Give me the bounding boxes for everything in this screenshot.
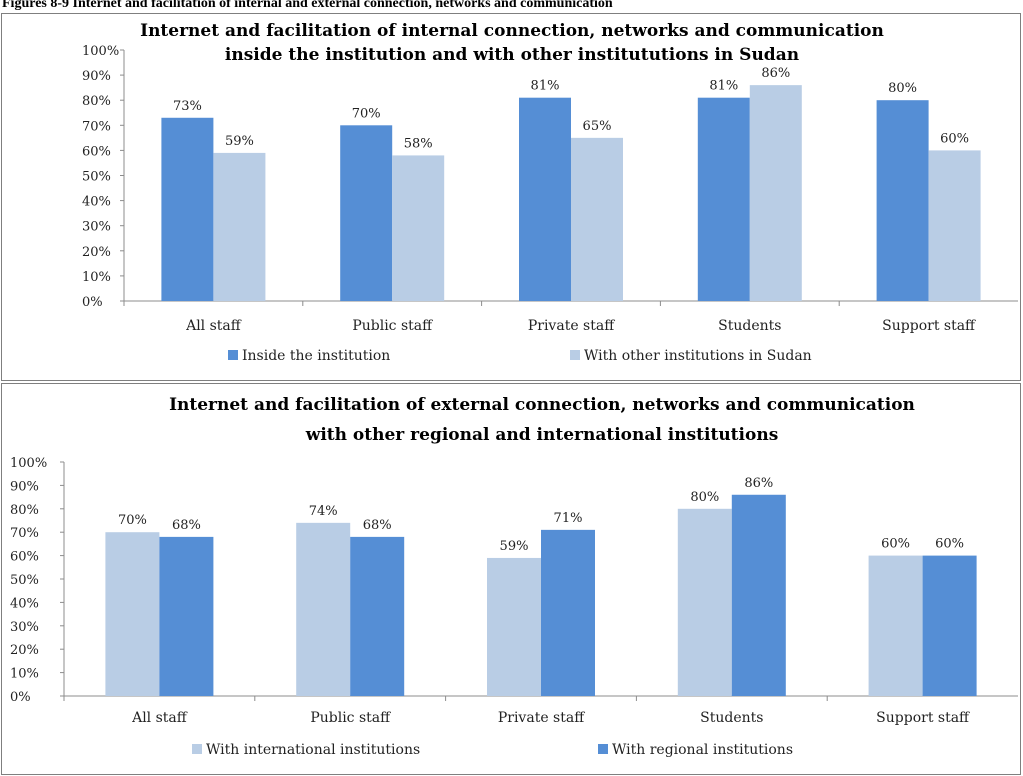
y-tick-label: 60% [10, 550, 39, 565]
y-tick-label: 50% [10, 573, 39, 588]
data-label: 60% [940, 131, 969, 146]
bar [519, 97, 571, 301]
category-label: Public staff [352, 318, 433, 334]
bar [340, 125, 393, 301]
y-tick-label: 70% [82, 119, 111, 134]
y-tick-label: 40% [82, 195, 111, 210]
bar [677, 508, 732, 696]
y-tick-label: 60% [82, 144, 111, 159]
data-label: 68% [172, 518, 201, 533]
category-label: Students [718, 318, 781, 334]
y-tick-label: 90% [10, 479, 39, 494]
bar [868, 555, 923, 696]
data-label: 59% [500, 539, 529, 554]
category-label: Support staff [876, 710, 970, 726]
data-label: 86% [761, 66, 790, 81]
data-label: 70% [352, 106, 381, 121]
category-label: Private staff [498, 710, 585, 726]
legend-label: With regional institutions [612, 742, 793, 758]
bar [296, 522, 351, 696]
bar [105, 532, 160, 696]
y-tick-label: 40% [10, 596, 39, 611]
chart-panel-internal: Internet and facilitation of internal co… [1, 13, 1021, 381]
y-tick-label: 80% [10, 503, 39, 518]
data-label: 80% [888, 81, 917, 96]
legend-swatch [192, 744, 202, 754]
data-label: 81% [531, 79, 560, 94]
bar [731, 494, 786, 696]
chart-title-line: Internet and facilitation of internal co… [140, 21, 884, 41]
chart-panel-external: Internet and facilitation of external co… [1, 383, 1021, 775]
bar [749, 85, 802, 301]
legend-label: Inside the institution [242, 348, 390, 364]
data-label: 74% [309, 504, 338, 519]
data-label: 73% [173, 99, 202, 114]
bar [697, 97, 750, 301]
y-tick-label: 20% [10, 643, 39, 658]
bar [161, 117, 214, 302]
bar [922, 555, 977, 696]
data-label: 86% [744, 476, 773, 491]
y-tick-label: 0% [10, 690, 31, 705]
legend-swatch [598, 744, 608, 754]
data-label: 68% [363, 518, 392, 533]
bar [876, 100, 929, 301]
bar [571, 137, 623, 301]
bar [487, 557, 541, 696]
y-tick-label: 20% [82, 245, 111, 260]
data-label: 60% [881, 537, 910, 552]
data-label: 59% [225, 134, 254, 149]
chart-title-line: inside the institution and with other in… [225, 45, 799, 65]
data-label: 71% [554, 511, 583, 526]
legend-swatch [228, 350, 238, 360]
category-label: All staff [131, 710, 188, 726]
bar [159, 536, 214, 696]
chart-title-line: Internet and facilitation of external co… [169, 395, 915, 415]
category-label: Private staff [528, 318, 615, 334]
legend-label: With international institutions [206, 742, 420, 758]
bar [350, 536, 405, 696]
category-label: Public staff [310, 710, 391, 726]
bar [541, 529, 595, 696]
data-label: 80% [690, 490, 719, 505]
category-label: Support staff [882, 318, 976, 334]
chart-external-connections: Internet and facilitation of external co… [10, 395, 1018, 758]
y-tick-label: 100% [10, 456, 47, 471]
y-tick-label: 50% [82, 170, 111, 185]
y-tick-label: 70% [10, 526, 39, 541]
y-tick-label: 10% [82, 270, 111, 285]
legend-label: With other institutions in Sudan [584, 348, 812, 364]
bar [213, 152, 266, 301]
figure-caption: Figures 8-9 Internet and facilitation of… [2, 0, 613, 11]
y-tick-label: 0% [82, 295, 103, 310]
category-label: Students [700, 710, 763, 726]
category-label: All staff [185, 318, 242, 334]
data-label: 65% [583, 119, 612, 134]
bar [392, 155, 445, 301]
bar [928, 150, 981, 301]
y-tick-label: 30% [10, 620, 39, 635]
y-tick-label: 100% [82, 44, 119, 59]
data-label: 81% [709, 79, 738, 94]
data-label: 58% [404, 136, 433, 151]
y-tick-label: 30% [82, 220, 111, 235]
data-label: 60% [935, 537, 964, 552]
y-tick-label: 10% [10, 667, 39, 682]
legend-swatch [570, 350, 580, 360]
data-label: 70% [118, 513, 147, 528]
y-tick-label: 90% [82, 69, 111, 84]
chart-title-line: with other regional and international in… [305, 425, 779, 445]
y-tick-label: 80% [82, 94, 111, 109]
chart-internal-connections: Internet and facilitation of internal co… [82, 21, 1018, 364]
